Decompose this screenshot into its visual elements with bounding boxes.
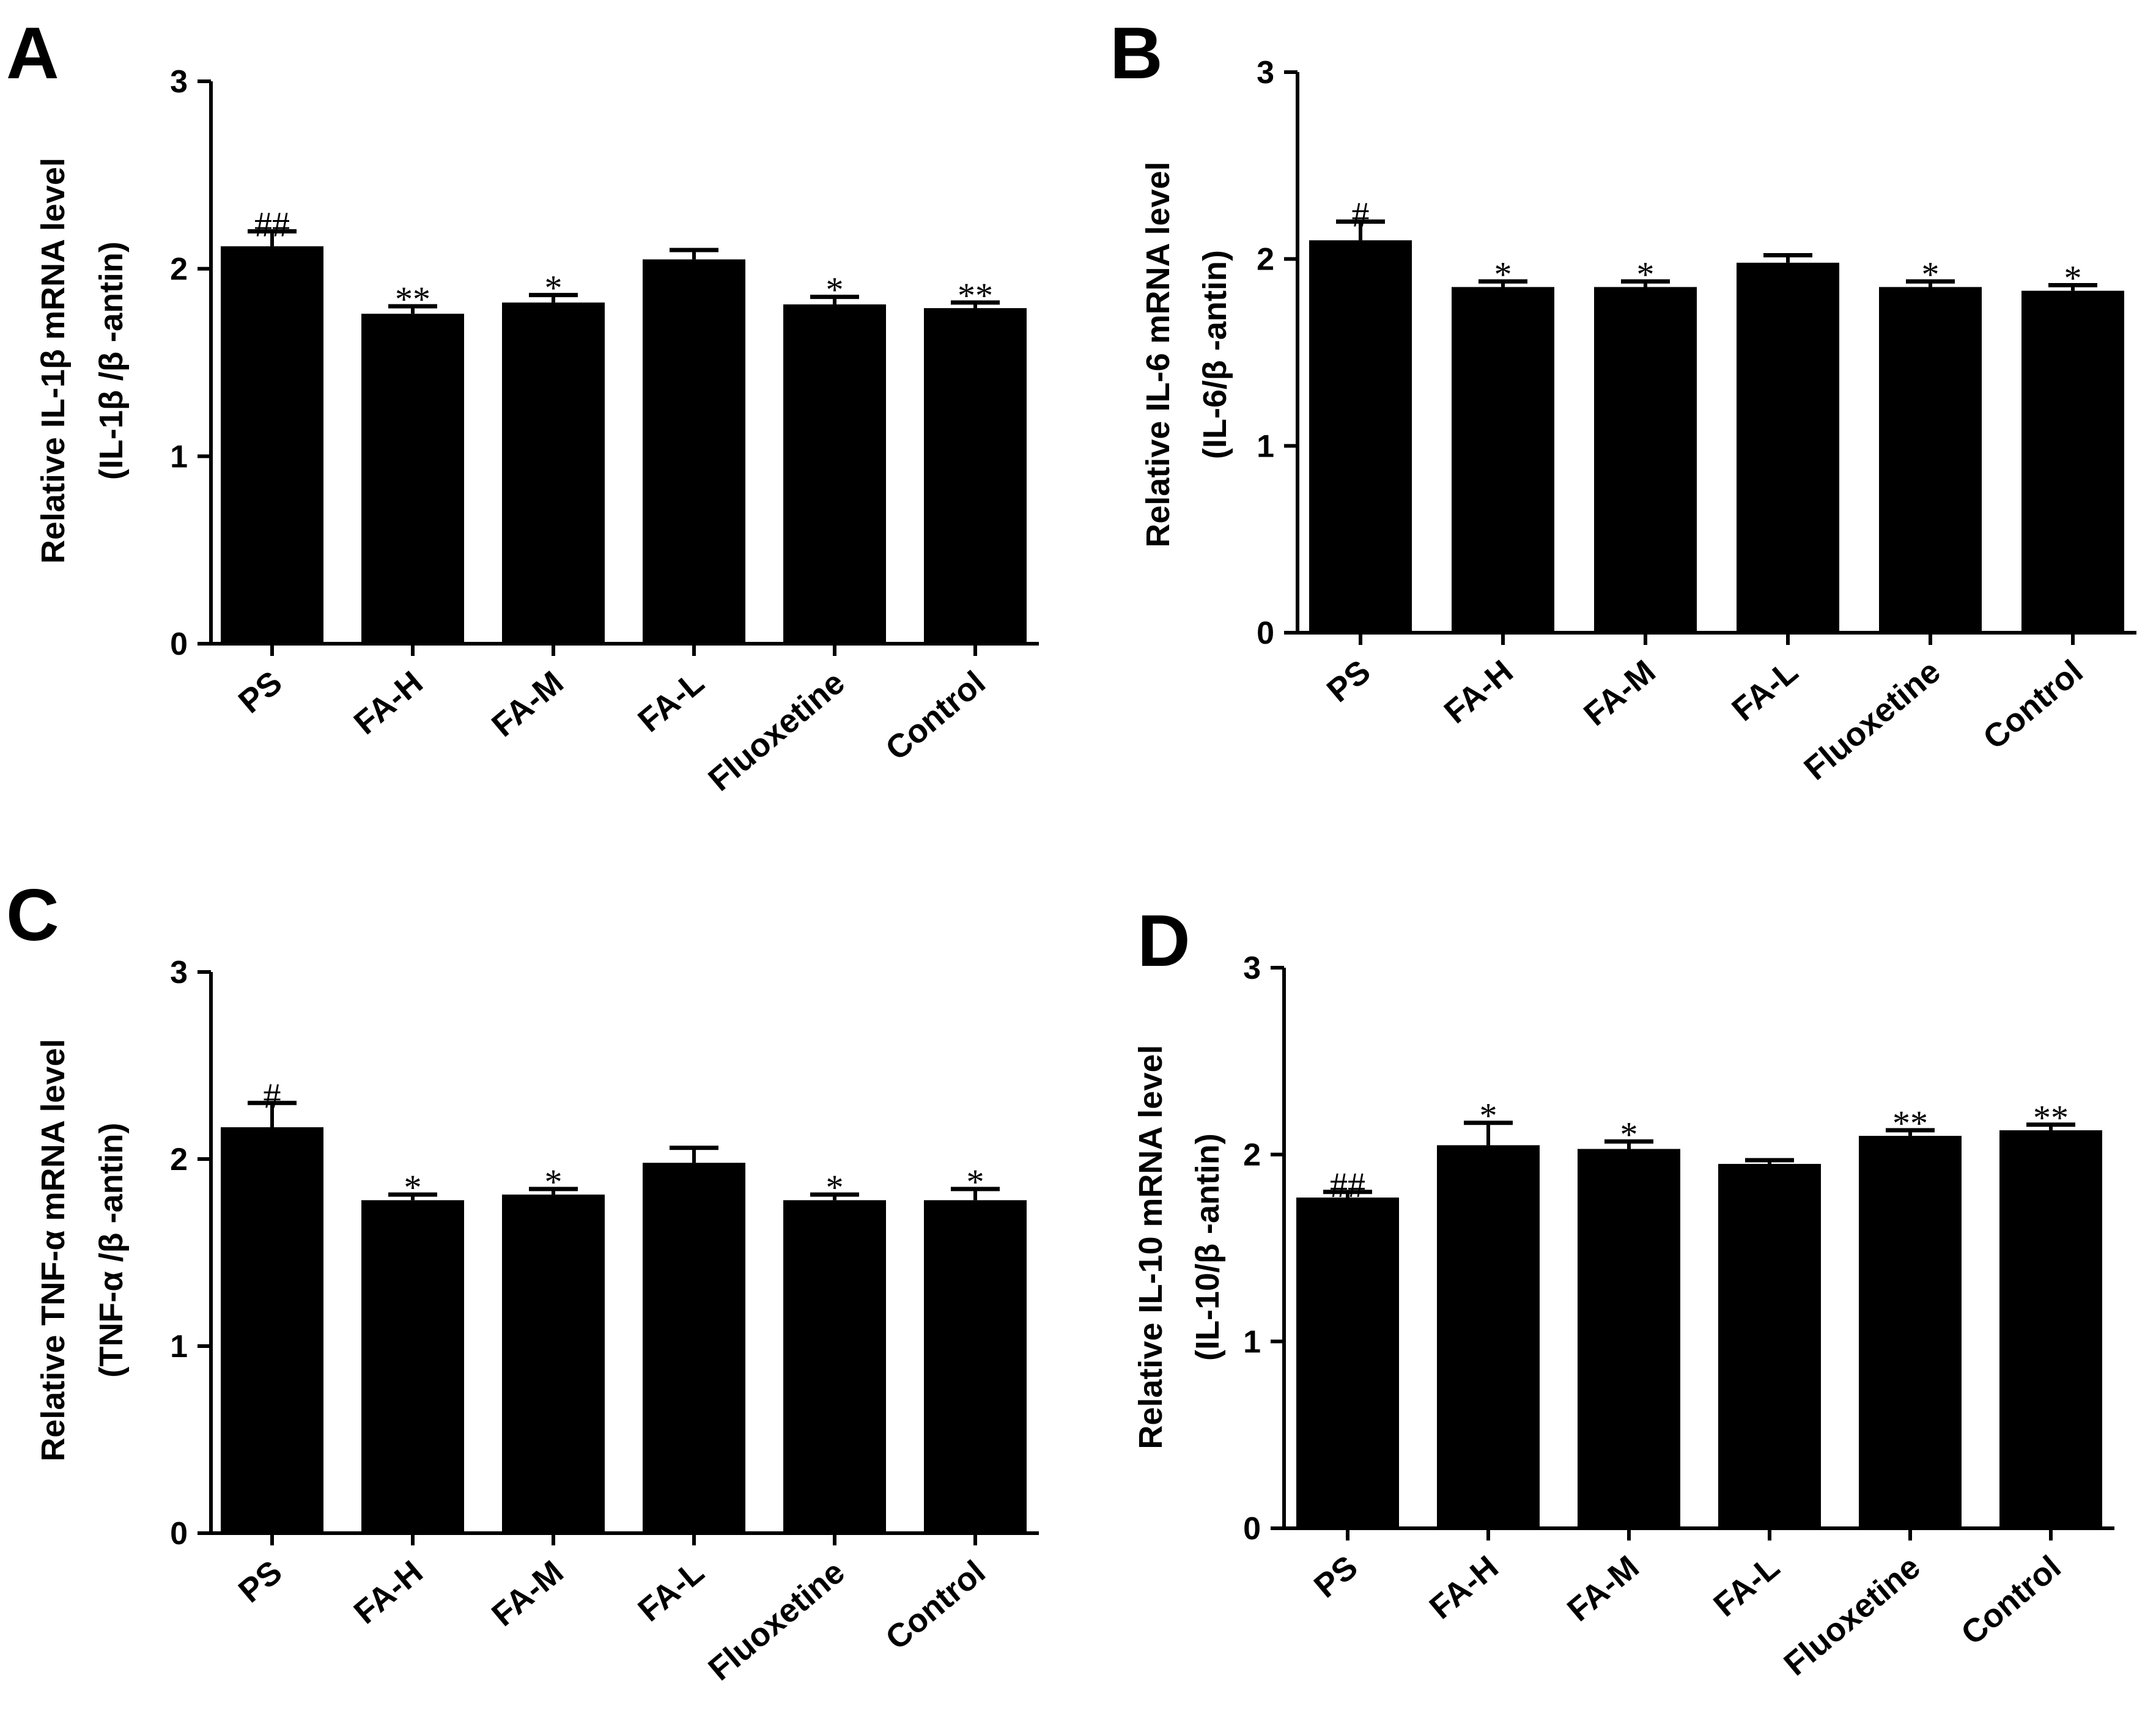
y-axis-label: Relative IL-10 mRNA level [1132,1045,1169,1449]
bar [1437,1145,1540,1528]
significance-marker: ** [1892,1103,1928,1143]
category-label: Fluoxetine [701,664,851,798]
category-label: Fluoxetine [701,1553,851,1688]
y-tick-label: 1 [1257,429,1274,464]
y-tick-label: 3 [170,64,188,100]
significance-marker: # [264,1076,281,1116]
y-axis-label-unit: (IL-1β /β -antin) [93,241,130,480]
bar [361,1200,464,1533]
significance-marker: * [967,1162,984,1202]
significance-marker: * [826,1168,844,1207]
category-label: FA-L [631,664,711,739]
y-axis-label: Relative IL-6 mRNA level [1140,161,1176,547]
category-label: FA-L [1707,1548,1786,1624]
category-label: FA-H [1438,653,1520,731]
y-tick-label: 3 [1243,951,1261,986]
significance-marker: * [545,1162,563,1202]
panel-letter-b: B [1110,12,1163,94]
category-label: FA-H [347,664,430,742]
bar [502,1194,605,1533]
category-label: Control [879,664,992,767]
significance-marker: * [1637,254,1655,294]
category-label: FA-L [1725,653,1804,728]
bar [1578,1149,1680,1528]
significance-marker: ## [1330,1165,1365,1205]
bar [643,1163,745,1533]
bar [924,1200,1027,1533]
category-label: Control [1976,653,2090,756]
panel-letter-c: C [6,874,59,956]
y-tick-label: 0 [170,1516,188,1551]
bar [783,1200,886,1533]
y-tick-label: 2 [1243,1138,1261,1173]
panel-letter-a: A [6,12,59,94]
significance-marker: # [1352,195,1370,235]
y-tick-label: 0 [170,627,188,662]
bar [502,302,605,644]
significance-marker: ** [2033,1098,2069,1138]
category-label: FA-M [1577,653,1663,733]
significance-marker: * [1620,1114,1638,1154]
significance-marker: * [545,268,563,308]
bar [1296,1197,1399,1528]
y-tick-label: 0 [1257,616,1274,651]
y-tick-label: 1 [170,439,188,474]
significance-marker: ** [395,279,430,319]
y-axis-label: Relative IL-1β mRNA level [35,158,72,564]
category-label: PS [232,664,289,720]
category-label: Control [1954,1548,2068,1652]
bar [924,308,1027,644]
y-axis-label: Relative TNF-α mRNA level [35,1039,72,1461]
y-tick-label: 1 [170,1329,188,1364]
bar [221,1127,323,1533]
bar [361,314,464,644]
category-label: FA-M [1560,1548,1646,1629]
bar [1718,1163,1821,1528]
bar [643,259,745,644]
bar [1452,287,1554,633]
bar [221,246,323,644]
bar [1594,287,1697,633]
y-axis-label-unit: (IL-10/β -antin) [1189,1133,1226,1361]
y-axis-label-unit: (TNF-α /β -antin) [93,1122,130,1377]
bar [1309,240,1412,633]
y-tick-label: 0 [1243,1511,1261,1547]
bar [783,304,886,644]
category-label: PS [1307,1548,1365,1605]
y-tick-label: 3 [170,955,188,990]
category-label: FA-H [1423,1548,1505,1626]
y-tick-label: 2 [170,252,188,287]
category-label: FA-L [631,1553,711,1629]
y-tick-label: 3 [1257,55,1274,90]
bar [1999,1130,2102,1528]
significance-marker: * [826,270,844,310]
category-label: PS [232,1553,289,1610]
y-tick-label: 1 [1243,1324,1261,1360]
significance-marker: * [1494,254,1512,294]
category-label: FA-H [347,1553,430,1631]
y-tick-label: 2 [170,1142,188,1177]
significance-marker: * [1922,254,1940,294]
category-label: FA-M [485,1553,570,1633]
bar [2021,290,2124,633]
y-axis-label-unit: (IL-6/β -antin) [1197,250,1233,459]
category-label: Fluoxetine [1777,1548,1927,1683]
category-label: Control [879,1553,992,1657]
significance-marker: ## [254,204,290,244]
y-tick-label: 2 [1257,242,1274,278]
category-label: Fluoxetine [1797,653,1947,787]
category-label: PS [1320,653,1378,709]
category-label: FA-M [485,664,570,744]
significance-marker: * [1480,1096,1497,1136]
bar [1859,1136,1962,1528]
significance-marker: * [2064,258,2082,298]
bar [1737,262,1839,633]
bar [1879,287,1982,633]
significance-marker: ** [958,276,993,315]
panel-letter-d: D [1137,900,1191,982]
significance-marker: * [404,1168,422,1207]
